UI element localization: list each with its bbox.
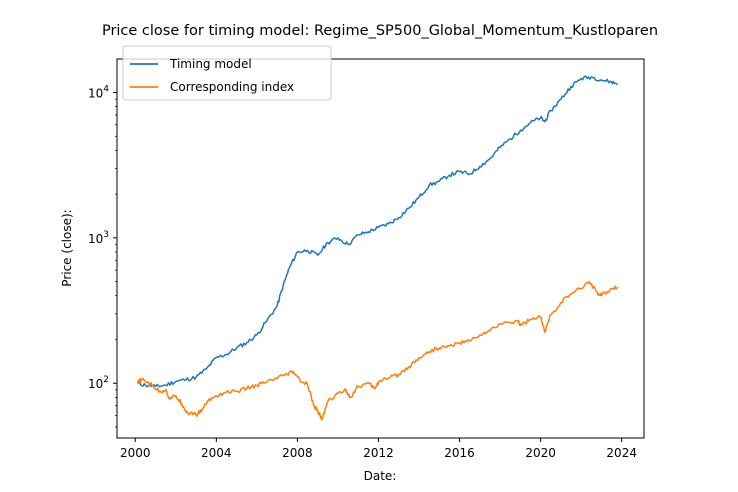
series-line-corresponding-index (136, 280, 619, 421)
x-tick-label-2024: 2024 (606, 446, 637, 460)
x-tick-label-2020: 2020 (525, 446, 556, 460)
x-tick-label-2016: 2016 (444, 446, 475, 460)
legend-box (122, 45, 332, 101)
y-tick-label-1000: 103 (88, 230, 109, 246)
y-tick-label-100: 102 (88, 375, 109, 391)
y-axis-label: Price (close): (60, 209, 74, 286)
x-tick-label-2008: 2008 (282, 446, 313, 460)
series-line-timing-model (137, 75, 619, 388)
series-layer (136, 75, 619, 421)
y-axis: 102 103 104 (88, 84, 117, 428)
x-axis-label: Date: (364, 469, 397, 483)
legend-label-timing-model: Timing model (169, 57, 252, 71)
x-tick-label-2000: 2000 (120, 446, 151, 460)
x-tick-label-2012: 2012 (363, 446, 394, 460)
legend: Timing model Corresponding index (122, 45, 332, 101)
x-axis: 2000 2004 2008 2012 2016 2020 2024 (120, 438, 637, 460)
x-tick-label-2004: 2004 (201, 446, 232, 460)
chart-title: Price close for timing model: Regime_SP5… (102, 23, 658, 39)
y-tick-label-10000: 104 (88, 84, 109, 100)
plot-area (116, 58, 645, 439)
axes-frame (116, 58, 645, 439)
legend-label-corresponding-index: Corresponding index (170, 80, 294, 94)
